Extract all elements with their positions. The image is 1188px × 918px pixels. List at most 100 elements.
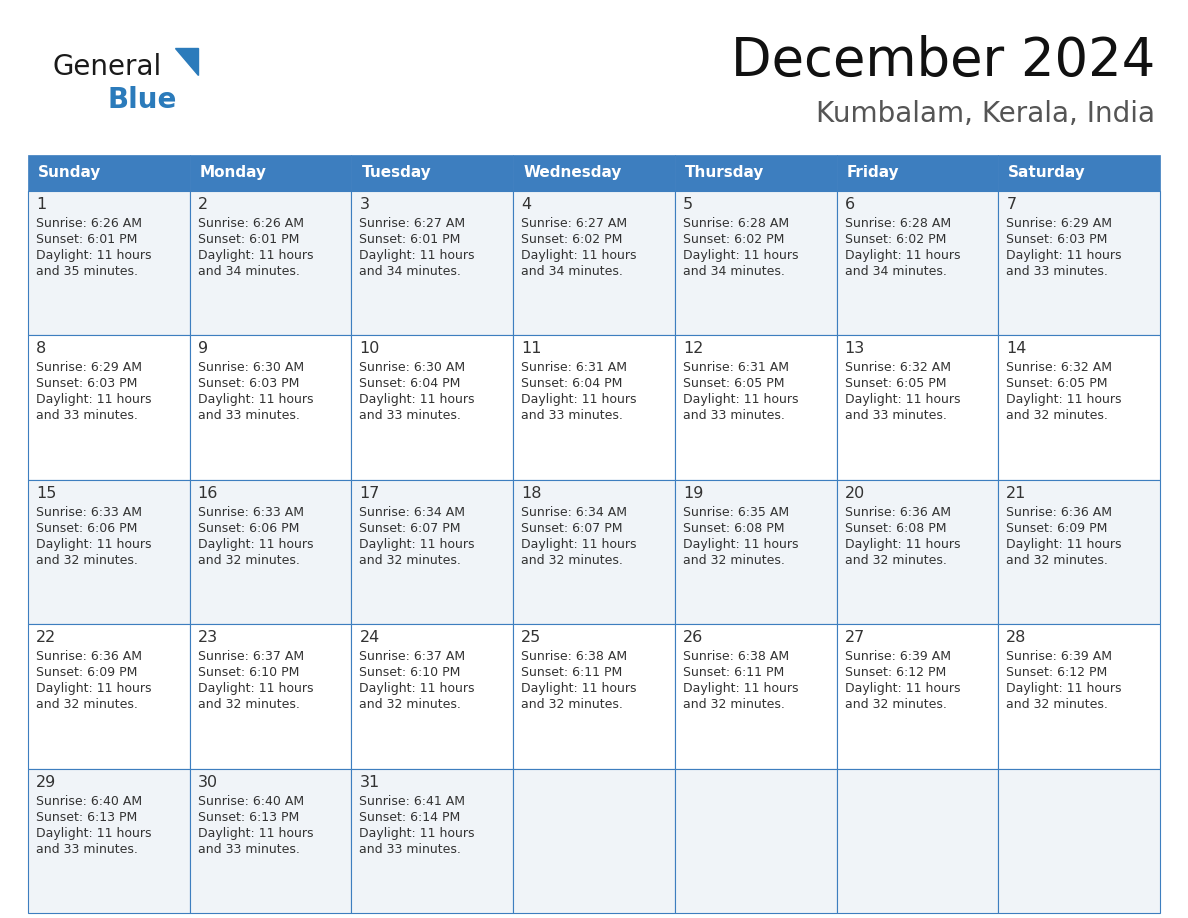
Text: Sunrise: 6:31 AM: Sunrise: 6:31 AM [522,362,627,375]
Text: and 32 minutes.: and 32 minutes. [1006,554,1108,566]
Text: Sunset: 6:01 PM: Sunset: 6:01 PM [360,233,461,246]
Text: 30: 30 [197,775,217,789]
Text: and 32 minutes.: and 32 minutes. [683,699,785,711]
Bar [836,191,998,335]
Text: Thursday: Thursday [684,165,764,181]
Text: Daylight: 11 hours: Daylight: 11 hours [522,682,637,695]
Text: Sunset: 6:10 PM: Sunset: 6:10 PM [197,666,299,679]
Text: Sunrise: 6:29 AM: Sunrise: 6:29 AM [1006,217,1112,230]
Text: Sunrise: 6:35 AM: Sunrise: 6:35 AM [683,506,789,519]
Text: Sunrise: 6:31 AM: Sunrise: 6:31 AM [683,362,789,375]
Bar [998,155,1159,191]
Text: Sunset: 6:01 PM: Sunset: 6:01 PM [36,233,138,246]
Text: Daylight: 11 hours: Daylight: 11 hours [197,826,314,840]
Text: Sunrise: 6:34 AM: Sunrise: 6:34 AM [522,506,627,519]
Text: Sunrise: 6:37 AM: Sunrise: 6:37 AM [360,650,466,663]
Text: 8: 8 [36,341,46,356]
Text: Daylight: 11 hours: Daylight: 11 hours [845,538,960,551]
Bar [352,155,513,191]
Text: Sunrise: 6:26 AM: Sunrise: 6:26 AM [36,217,143,230]
Text: Sunset: 6:14 PM: Sunset: 6:14 PM [360,811,461,823]
Text: Sunset: 6:12 PM: Sunset: 6:12 PM [1006,666,1107,679]
Text: Daylight: 11 hours: Daylight: 11 hours [845,249,960,262]
Text: Daylight: 11 hours: Daylight: 11 hours [360,538,475,551]
Text: 1: 1 [36,197,46,212]
Text: Sunset: 6:06 PM: Sunset: 6:06 PM [197,521,299,535]
Text: Daylight: 11 hours: Daylight: 11 hours [845,394,960,407]
Text: Daylight: 11 hours: Daylight: 11 hours [845,682,960,695]
Text: 15: 15 [36,486,56,501]
Text: 5: 5 [683,197,693,212]
Text: Kumbalam, Kerala, India: Kumbalam, Kerala, India [816,100,1155,128]
Bar [352,480,513,624]
Bar [29,191,190,335]
Text: and 32 minutes.: and 32 minutes. [36,554,138,566]
Text: Sunset: 6:10 PM: Sunset: 6:10 PM [360,666,461,679]
Text: Sunrise: 6:40 AM: Sunrise: 6:40 AM [36,795,143,808]
Text: Sunset: 6:11 PM: Sunset: 6:11 PM [683,666,784,679]
Bar [513,155,675,191]
Text: Sunrise: 6:38 AM: Sunrise: 6:38 AM [522,650,627,663]
Text: Sunset: 6:02 PM: Sunset: 6:02 PM [683,233,784,246]
Text: 18: 18 [522,486,542,501]
Bar [675,191,836,335]
Text: Sunset: 6:07 PM: Sunset: 6:07 PM [360,521,461,535]
Text: 25: 25 [522,630,542,645]
Text: and 33 minutes.: and 33 minutes. [197,409,299,422]
Bar [352,335,513,480]
Text: Daylight: 11 hours: Daylight: 11 hours [1006,682,1121,695]
Text: 28: 28 [1006,630,1026,645]
Text: Sunrise: 6:39 AM: Sunrise: 6:39 AM [845,650,950,663]
Text: 12: 12 [683,341,703,356]
Bar [352,624,513,768]
Text: and 32 minutes.: and 32 minutes. [845,699,947,711]
Text: and 34 minutes.: and 34 minutes. [683,265,785,278]
Text: Sunrise: 6:34 AM: Sunrise: 6:34 AM [360,506,466,519]
Bar [836,155,998,191]
Bar [998,624,1159,768]
Text: Sunset: 6:07 PM: Sunset: 6:07 PM [522,521,623,535]
Text: and 33 minutes.: and 33 minutes. [36,409,138,422]
Text: Sunrise: 6:36 AM: Sunrise: 6:36 AM [845,506,950,519]
Text: Sunset: 6:13 PM: Sunset: 6:13 PM [36,811,138,823]
Text: and 32 minutes.: and 32 minutes. [197,554,299,566]
Text: Sunrise: 6:29 AM: Sunrise: 6:29 AM [36,362,143,375]
Bar [836,624,998,768]
Text: Sunrise: 6:41 AM: Sunrise: 6:41 AM [360,795,466,808]
Text: and 32 minutes.: and 32 minutes. [845,554,947,566]
Text: 22: 22 [36,630,56,645]
Text: 20: 20 [845,486,865,501]
Text: Sunrise: 6:38 AM: Sunrise: 6:38 AM [683,650,789,663]
Text: Sunset: 6:12 PM: Sunset: 6:12 PM [845,666,946,679]
Text: 16: 16 [197,486,219,501]
Text: and 33 minutes.: and 33 minutes. [360,843,461,856]
Bar [998,335,1159,480]
Text: Blue: Blue [107,86,176,114]
Text: Sunset: 6:08 PM: Sunset: 6:08 PM [845,521,946,535]
Text: Daylight: 11 hours: Daylight: 11 hours [197,682,314,695]
Text: 11: 11 [522,341,542,356]
Text: Sunset: 6:01 PM: Sunset: 6:01 PM [197,233,299,246]
Bar [675,768,836,913]
Text: and 33 minutes.: and 33 minutes. [197,843,299,856]
Text: 2: 2 [197,197,208,212]
Text: 7: 7 [1006,197,1017,212]
Bar [513,335,675,480]
Text: Sunrise: 6:27 AM: Sunrise: 6:27 AM [360,217,466,230]
Text: Sunrise: 6:40 AM: Sunrise: 6:40 AM [197,795,304,808]
Text: Daylight: 11 hours: Daylight: 11 hours [197,538,314,551]
Text: Daylight: 11 hours: Daylight: 11 hours [683,538,798,551]
Bar [998,191,1159,335]
Text: 10: 10 [360,341,380,356]
Text: Monday: Monday [200,165,267,181]
Text: December 2024: December 2024 [731,35,1155,87]
Text: Sunset: 6:06 PM: Sunset: 6:06 PM [36,521,138,535]
Text: Sunset: 6:13 PM: Sunset: 6:13 PM [197,811,299,823]
Text: Daylight: 11 hours: Daylight: 11 hours [360,682,475,695]
Text: Sunrise: 6:30 AM: Sunrise: 6:30 AM [197,362,304,375]
Bar [675,480,836,624]
Text: 9: 9 [197,341,208,356]
Text: Daylight: 11 hours: Daylight: 11 hours [683,249,798,262]
Bar [190,191,352,335]
Text: Daylight: 11 hours: Daylight: 11 hours [197,394,314,407]
